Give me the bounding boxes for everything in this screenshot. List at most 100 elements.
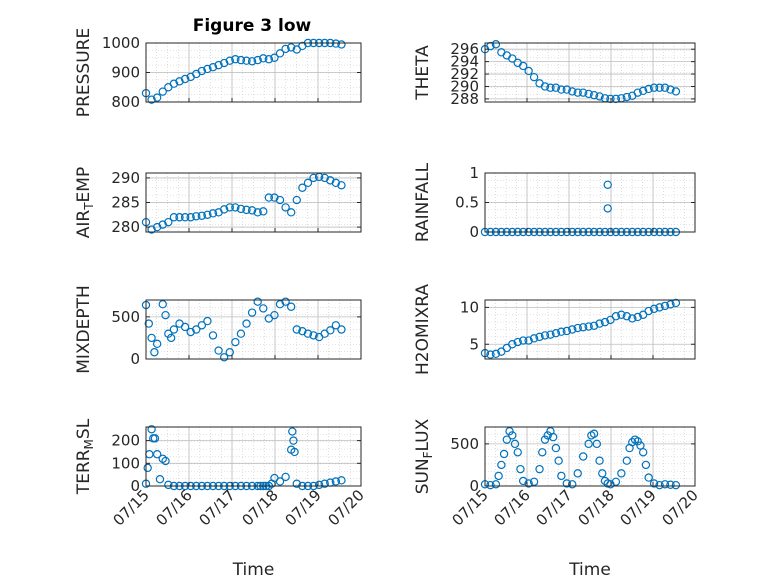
data-point	[281, 297, 290, 306]
subplot-rainfall: 0 0.5 1 RAINFALL	[413, 162, 696, 242]
subplot-h2omixra: 5 10 H2OMIXRA	[413, 284, 696, 375]
data-point	[169, 325, 179, 334]
y-axis-label: RAINFALL	[413, 162, 433, 242]
data-point	[660, 301, 670, 311]
data-point	[169, 213, 179, 222]
data-point	[600, 317, 610, 327]
data-point	[606, 480, 615, 489]
data-point	[158, 454, 167, 463]
y-axis-label: PRESSURE	[74, 28, 94, 117]
data-point	[247, 308, 257, 317]
y-tick-label: 1000	[102, 34, 140, 52]
data-point	[331, 321, 341, 330]
y-tick-label: 294	[450, 53, 479, 71]
data-point	[298, 183, 307, 192]
y-tick-label: 296	[450, 40, 479, 58]
data-point	[143, 463, 152, 473]
data-point	[491, 480, 501, 489]
data-point	[326, 176, 335, 185]
data-point	[666, 300, 675, 309]
data-point	[337, 181, 346, 190]
data-point	[486, 480, 495, 490]
data-point	[595, 456, 604, 465]
data-point	[152, 93, 162, 102]
data-point	[573, 323, 582, 333]
data-point	[270, 310, 279, 320]
data-point	[649, 479, 659, 488]
data-point	[286, 208, 296, 217]
data-point	[529, 477, 539, 486]
data-point	[288, 427, 297, 436]
data-point	[551, 83, 561, 92]
data-point	[628, 314, 637, 323]
data-point	[203, 316, 212, 326]
data-point	[270, 53, 279, 62]
x-axis-label: Time	[232, 560, 275, 580]
data-point	[633, 312, 642, 322]
data-point	[309, 331, 318, 340]
y-tick-label: 1	[469, 164, 479, 182]
grid	[146, 173, 361, 232]
subplot-air_temp: 280 285 290 AIRTEMP	[74, 167, 362, 238]
data-point	[236, 55, 246, 65]
data-point	[214, 346, 223, 355]
data-point	[208, 209, 218, 218]
data-point	[253, 297, 262, 306]
data-series	[141, 172, 346, 234]
data-point	[264, 193, 274, 202]
y-axis-label: SUNFLUX	[413, 418, 435, 494]
data-point	[147, 333, 156, 343]
data-point	[147, 425, 156, 434]
data-point	[337, 325, 346, 334]
data-point	[562, 326, 572, 336]
data-point	[186, 213, 195, 222]
data-point	[259, 54, 268, 63]
data-point	[535, 464, 544, 474]
data-point	[326, 326, 335, 335]
y-tick-label: 0	[469, 477, 479, 495]
data-point	[516, 464, 525, 474]
data-point	[203, 210, 212, 219]
data-point	[158, 87, 167, 96]
data-point	[158, 300, 167, 309]
data-point	[622, 92, 632, 102]
data-point	[540, 435, 550, 444]
data-point	[197, 211, 207, 220]
data-point	[486, 350, 495, 359]
data-point	[617, 469, 626, 478]
data-point	[540, 82, 550, 91]
y-tick-label: 10	[460, 298, 479, 316]
data-point	[155, 474, 165, 484]
data-point	[166, 333, 176, 343]
data-point	[649, 83, 659, 92]
data-point	[655, 83, 664, 92]
data-point	[671, 298, 681, 308]
data-point	[551, 328, 561, 338]
data-point	[242, 56, 251, 65]
data-point	[592, 439, 602, 449]
data-point	[219, 205, 229, 214]
data-point	[491, 40, 501, 49]
data-point	[562, 479, 572, 488]
data-point	[546, 330, 555, 339]
data-point	[557, 327, 566, 336]
y-tick-label: 900	[111, 64, 140, 82]
data-point	[513, 448, 522, 457]
data-point	[292, 479, 301, 488]
y-tick-label: 288	[450, 90, 479, 108]
data-point	[242, 205, 251, 215]
data-point	[337, 40, 346, 49]
data-point	[314, 480, 324, 490]
y-tick-label: 500	[111, 308, 140, 326]
data-point	[192, 325, 201, 334]
data-point	[671, 480, 681, 490]
data-point	[236, 204, 246, 214]
data-point	[152, 450, 162, 459]
data-point	[331, 39, 341, 48]
data-point	[644, 84, 653, 94]
data-point	[671, 87, 681, 96]
data-point	[231, 203, 240, 212]
data-point	[595, 92, 604, 101]
